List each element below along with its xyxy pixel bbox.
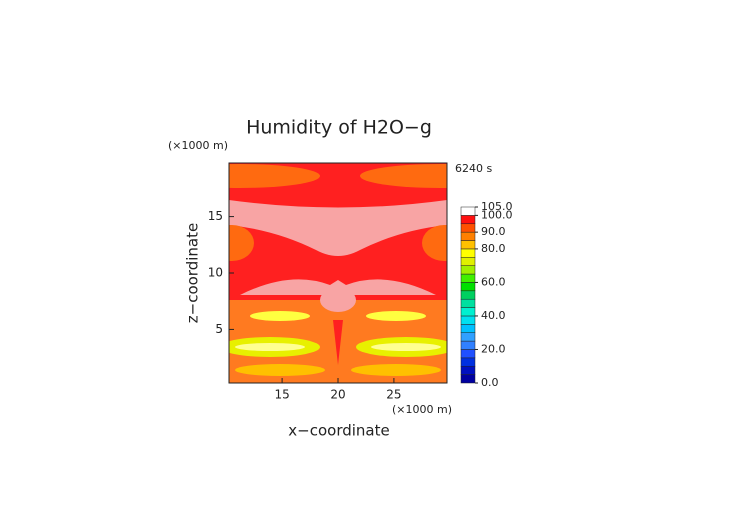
colorbar-band: [460, 215, 476, 225]
colorbar-tick-label: 90.0: [481, 225, 506, 238]
colorbar-band: [460, 240, 476, 250]
colorbar-tick-label: 105.0: [481, 200, 513, 213]
colorbar-band: [460, 332, 476, 342]
colorbar-band: [460, 315, 476, 325]
contour-field: [229, 163, 447, 383]
y-unit: (×1000 m): [168, 139, 228, 152]
colorbar-band: [460, 206, 476, 216]
colorbar-band: [460, 365, 476, 375]
colorbar-band: [460, 298, 476, 308]
x-unit: (×1000 m): [392, 403, 452, 416]
colorbar-band: [460, 231, 476, 241]
colorbar-band: [460, 374, 476, 384]
x-tick-label: 20: [330, 388, 345, 402]
colorbar-band: [460, 248, 476, 258]
colorbar-band: [460, 265, 476, 275]
colorbar-tick-label: 0.0: [481, 376, 499, 389]
x-tick-label: 15: [274, 388, 289, 402]
colorbar-band: [460, 307, 476, 317]
colorbar-tick-label: 40.0: [481, 309, 506, 322]
colorbar-band: [460, 324, 476, 333]
y-tick-label: 15: [208, 209, 223, 223]
x-axis-label: x−coordinate: [288, 422, 389, 440]
colorbar-band: [460, 257, 476, 266]
colorbar-band: [460, 357, 476, 367]
colorbar-band: [460, 282, 476, 292]
colorbar-tick-label: 20.0: [481, 342, 506, 355]
colorbar-band: [460, 290, 476, 300]
colorbar-band: [460, 340, 476, 350]
chart-title: Humidity of H2O−g: [246, 117, 432, 139]
time-label: 6240 s: [455, 162, 492, 175]
x-tick-label: 25: [386, 388, 401, 402]
colorbar-band: [460, 349, 476, 359]
colorbar-tick-label: 60.0: [481, 275, 506, 288]
colorbar-band: [460, 273, 476, 283]
colorbar-band: [460, 223, 476, 233]
colorbar-tick-label: 100.0: [481, 208, 513, 221]
y-tick-label: 10: [208, 266, 223, 280]
colorbar-tick-label: 80.0: [481, 242, 506, 255]
y-axis-label: z−coordinate: [184, 223, 202, 323]
y-tick-label: 5: [215, 322, 223, 336]
